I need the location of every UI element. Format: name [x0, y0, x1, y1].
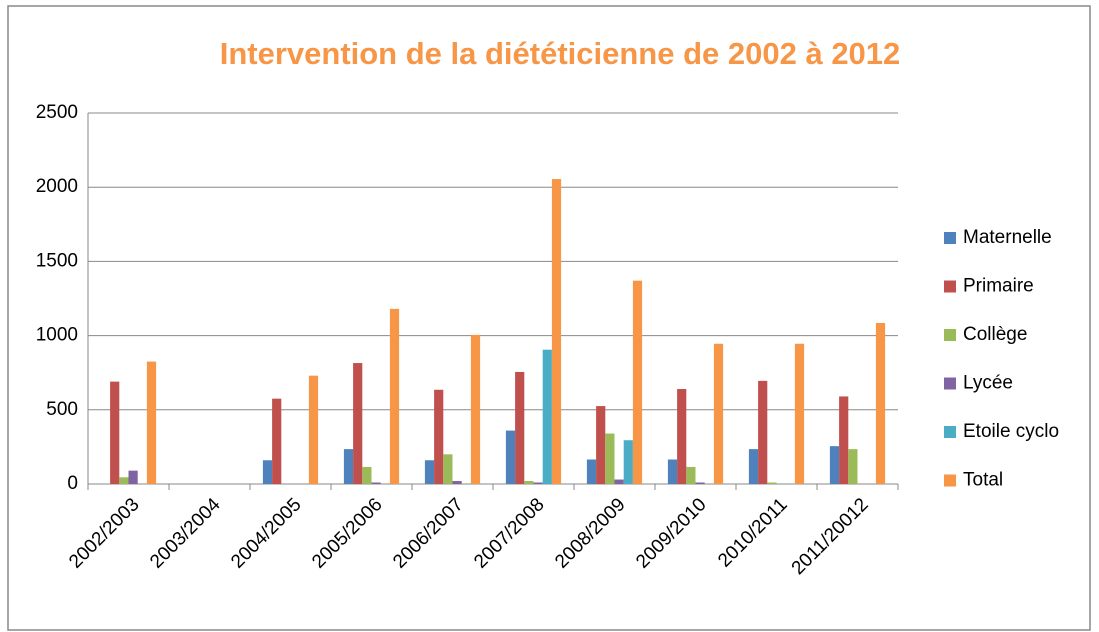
bar — [515, 371, 525, 484]
bar — [614, 479, 624, 484]
y-tick-label: 2500 — [36, 102, 78, 123]
bar — [371, 482, 381, 484]
bar — [767, 482, 777, 484]
bar — [748, 449, 759, 484]
bar — [605, 433, 615, 484]
bar — [524, 481, 534, 484]
bar — [542, 349, 552, 484]
bar — [829, 446, 840, 484]
bar — [443, 454, 453, 484]
legend-label: Maternelle — [963, 227, 1052, 248]
chart-frame — [7, 5, 1091, 631]
chart-title: Intervention de la diététicienne de 2002… — [220, 36, 901, 71]
legend-label: Collège — [963, 324, 1027, 345]
legend-label: Primaire — [963, 276, 1034, 297]
bar — [343, 449, 354, 484]
bar — [677, 389, 687, 484]
bar — [452, 481, 462, 484]
y-tick-label: 0 — [67, 473, 78, 494]
y-tick-label: 2000 — [36, 176, 78, 197]
bar — [389, 308, 400, 484]
bar — [434, 389, 444, 484]
bar — [308, 375, 319, 484]
y-tick-label: 500 — [46, 399, 78, 420]
bar — [470, 334, 481, 484]
bar — [505, 430, 516, 484]
bar — [146, 361, 157, 484]
bar — [362, 466, 372, 484]
bar — [839, 396, 849, 484]
bar — [695, 482, 705, 484]
bar — [424, 460, 435, 484]
bar — [623, 440, 633, 484]
bar — [758, 380, 768, 484]
bar — [848, 449, 858, 484]
bar — [596, 406, 606, 484]
bar — [713, 343, 724, 484]
bar — [262, 460, 273, 484]
bar — [667, 459, 678, 484]
legend-swatch — [944, 280, 956, 293]
y-tick-label: 1000 — [36, 325, 78, 346]
legend-swatch — [944, 377, 956, 390]
y-tick-label: 1500 — [36, 250, 78, 271]
legend-label: Etoile cyclo — [963, 421, 1059, 442]
bar — [128, 470, 138, 484]
bar — [686, 466, 696, 484]
legend-swatch — [944, 426, 956, 438]
bar — [875, 322, 886, 484]
legend-label: Total — [963, 470, 1003, 491]
bar — [272, 398, 282, 484]
bar — [632, 280, 643, 484]
legend-swatch — [944, 232, 956, 244]
bar — [533, 482, 543, 484]
bar — [353, 363, 363, 484]
legend-label: Lycée — [963, 373, 1013, 394]
bar — [110, 381, 120, 484]
legend-swatch — [944, 474, 956, 487]
bar — [794, 343, 805, 484]
legend-swatch — [944, 329, 956, 341]
bar — [586, 459, 597, 484]
bar — [551, 179, 562, 484]
bar — [119, 477, 129, 484]
